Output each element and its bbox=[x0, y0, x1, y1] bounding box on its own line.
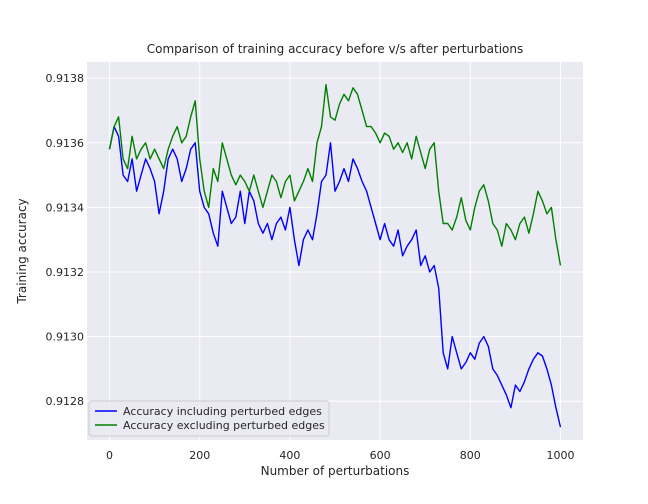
legend-label-including: Accuracy including perturbed edges bbox=[123, 405, 322, 418]
legend-box bbox=[88, 400, 330, 437]
y-tick-label: 0.9134 bbox=[46, 201, 85, 214]
y-tick-label: 0.9136 bbox=[46, 137, 85, 150]
series-layer bbox=[108, 83, 562, 428]
x-tick-label: 1000 bbox=[546, 449, 574, 462]
x-tick-label: 400 bbox=[279, 449, 300, 462]
plot-area bbox=[87, 62, 583, 440]
grid-lines bbox=[87, 62, 583, 440]
y-axis-ticks: 0.9128 0.9130 0.9132 0.9134 0.9136 0.9138 bbox=[46, 72, 85, 408]
x-axis-label: Number of perturbations bbox=[261, 464, 410, 478]
legend-label-excluding: Accuracy excluding perturbed edges bbox=[123, 419, 325, 432]
y-tick-label: 0.9130 bbox=[46, 331, 85, 344]
series-line-excluding bbox=[108, 83, 562, 266]
chart-title: Comparison of training accuracy before v… bbox=[147, 42, 524, 56]
y-axis-label: Training accuracy bbox=[15, 198, 29, 304]
y-tick-label: 0.9128 bbox=[46, 395, 85, 408]
y-tick-label: 0.9132 bbox=[46, 266, 85, 279]
x-axis-ticks: 0 200 400 600 800 1000 bbox=[106, 449, 574, 462]
x-tick-label: 200 bbox=[189, 449, 210, 462]
x-tick-label: 800 bbox=[460, 449, 481, 462]
series-line-including bbox=[108, 125, 562, 428]
legend: Accuracy including perturbed edges Accur… bbox=[88, 400, 330, 437]
x-tick-label: 0 bbox=[106, 449, 113, 462]
x-tick-label: 600 bbox=[370, 449, 391, 462]
y-tick-label: 0.9138 bbox=[46, 72, 85, 85]
